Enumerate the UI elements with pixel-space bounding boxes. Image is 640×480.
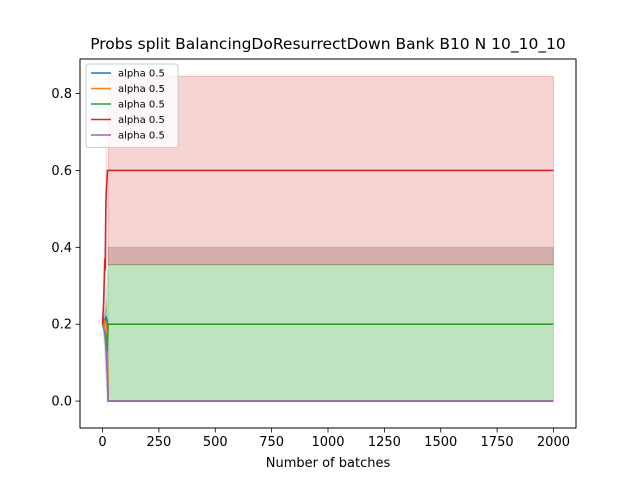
legend-entry: alpha 0.5 — [118, 131, 165, 142]
x-tick-label: 500 — [203, 435, 228, 450]
shaded-region-2 — [107, 169, 554, 266]
shaded-region-3 — [107, 246, 554, 266]
legend-entry: alpha 0.5 — [118, 115, 165, 126]
y-tick-label: 0.6 — [51, 164, 72, 179]
x-tick-label: 1750 — [481, 435, 514, 450]
legend: alpha 0.5 alpha 0.5 alpha 0.5 alpha 0.5 alph… — [85, 63, 179, 148]
x-axis-ticks: 0 250 500 750 1000 1250 1500 1750 2000 — [98, 428, 570, 450]
y-axis-ticks: 0.0 0.2 0.4 0.6 0.8 — [51, 87, 80, 410]
x-tick-label: 250 — [146, 435, 171, 450]
shaded-region-4 — [107, 264, 554, 402]
x-tick-label: 750 — [259, 435, 284, 450]
shaded-region-1 — [107, 75, 554, 171]
x-tick-label: 1500 — [424, 435, 457, 450]
series-lines — [101, 169, 554, 402]
series-line-4 — [101, 169, 554, 325]
legend-box — [85, 63, 179, 148]
y-tick-label: 0.4 — [51, 241, 72, 256]
x-tick-label: 1250 — [368, 435, 401, 450]
legend-entry: alpha 0.5 — [118, 100, 165, 111]
confidence-bands — [102, 75, 554, 409]
legend-entry: alpha 0.5 — [118, 69, 165, 80]
x-tick-label: 1000 — [311, 435, 344, 450]
x-axis-label: Number of batches — [266, 456, 391, 471]
y-tick-label: 0.0 — [51, 395, 72, 410]
legend-entry: alpha 0.5 — [118, 84, 165, 95]
x-tick-label: 0 — [98, 435, 106, 450]
y-tick-label: 0.2 — [51, 318, 72, 333]
x-tick-label: 2000 — [537, 435, 570, 450]
series-line-5 — [101, 323, 554, 402]
y-tick-label: 0.8 — [51, 87, 72, 102]
chart-title: Probs split BalancingDoResurrectDown Ban… — [90, 35, 566, 54]
